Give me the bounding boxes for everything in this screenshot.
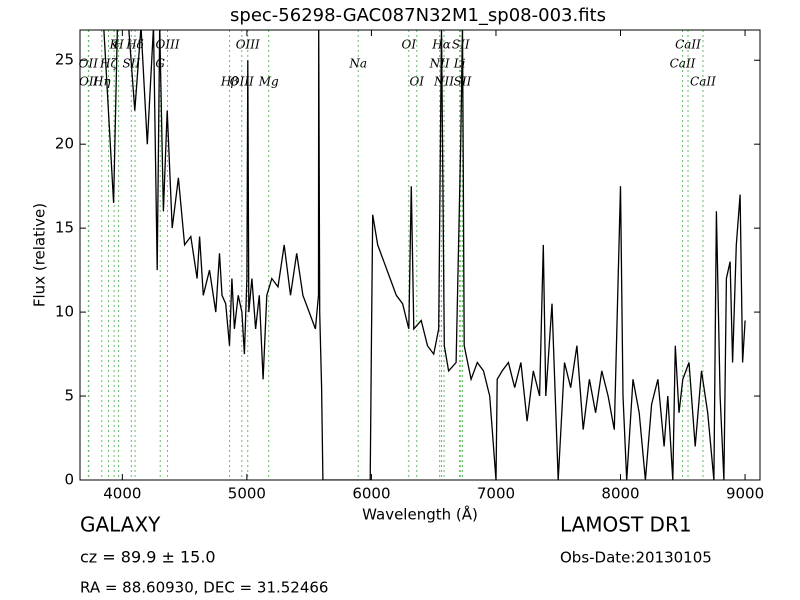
x-tick-label: 7000 [477, 485, 515, 503]
spectral-line-label: SII [452, 38, 470, 52]
survey: LAMOST DR1 [560, 513, 692, 537]
plot-area: OIIOIIHηHζKHSIIHδGOIIIHβOIIIOIIIMgNaOIOI… [55, 29, 764, 503]
clip-group [87, 30, 746, 480]
spectral-line-label: OIII [156, 38, 180, 52]
spectral-line-label: OII [79, 75, 99, 89]
spectral-line-label: H [112, 38, 124, 52]
spectral-line-label: Hα [431, 38, 451, 52]
y-tick-label: 5 [64, 387, 74, 405]
spectral-line-label: OII [79, 57, 99, 71]
spectral-line-label: K [109, 38, 120, 52]
y-axis-label: Flux (relative) [31, 203, 49, 307]
x-axis-label: Wavelength (Å) [362, 505, 478, 524]
x-tick-label: 4000 [103, 485, 141, 503]
spectral-line-label: Hδ [125, 38, 144, 52]
spectral-line-label: OI [409, 75, 424, 89]
y-tick-label: 25 [55, 51, 74, 69]
obs-date: Obs-Date:20130105 [560, 549, 712, 567]
chart-title: spec-56298-GAC087N32M1_sp08-003.fits [230, 5, 606, 26]
spectral-line-label: SII [122, 57, 140, 71]
spectral-line-label: Li [453, 57, 466, 71]
spectral-line-label: Hβ [220, 75, 238, 89]
y-tick-label: 0 [64, 471, 74, 489]
spectral-line-label: NII [429, 57, 450, 71]
x-tick-label: 9000 [726, 485, 764, 503]
spectral-line-label: CaII [690, 75, 716, 89]
x-tick-label: 6000 [352, 485, 390, 503]
spectral-line-label: CaII [675, 38, 701, 52]
spectral-line-label: OIII [236, 38, 260, 52]
object-class: GALAXY [80, 513, 161, 537]
spectral-line-label: Mg [258, 75, 279, 89]
spectral-line-label: Hη [92, 75, 111, 89]
x-tick-label: 8000 [601, 485, 639, 503]
y-tick-label: 15 [55, 219, 74, 237]
y-tick-label: 20 [55, 135, 74, 153]
spectral-line-label: Hζ [99, 57, 118, 71]
coordinates: RA = 88.60930, DEC = 31.52466 [80, 579, 328, 597]
redshift: cz = 89.9 ± 15.0 [80, 548, 216, 567]
spectral-line-label: Na [348, 57, 367, 71]
spectral-line-label: CaII [670, 57, 696, 71]
spectral-line-label: OI [402, 38, 417, 52]
spectral-line-label: G [155, 57, 165, 71]
y-tick-label: 10 [55, 303, 74, 321]
plot-frame [79, 29, 761, 481]
spectral-line-label: SII [454, 75, 472, 89]
spectrum-line [103, 30, 746, 480]
spectral-line-label: NII [433, 75, 454, 89]
spectral-line-label: OIII [230, 75, 254, 89]
x-tick-label: 5000 [228, 485, 266, 503]
